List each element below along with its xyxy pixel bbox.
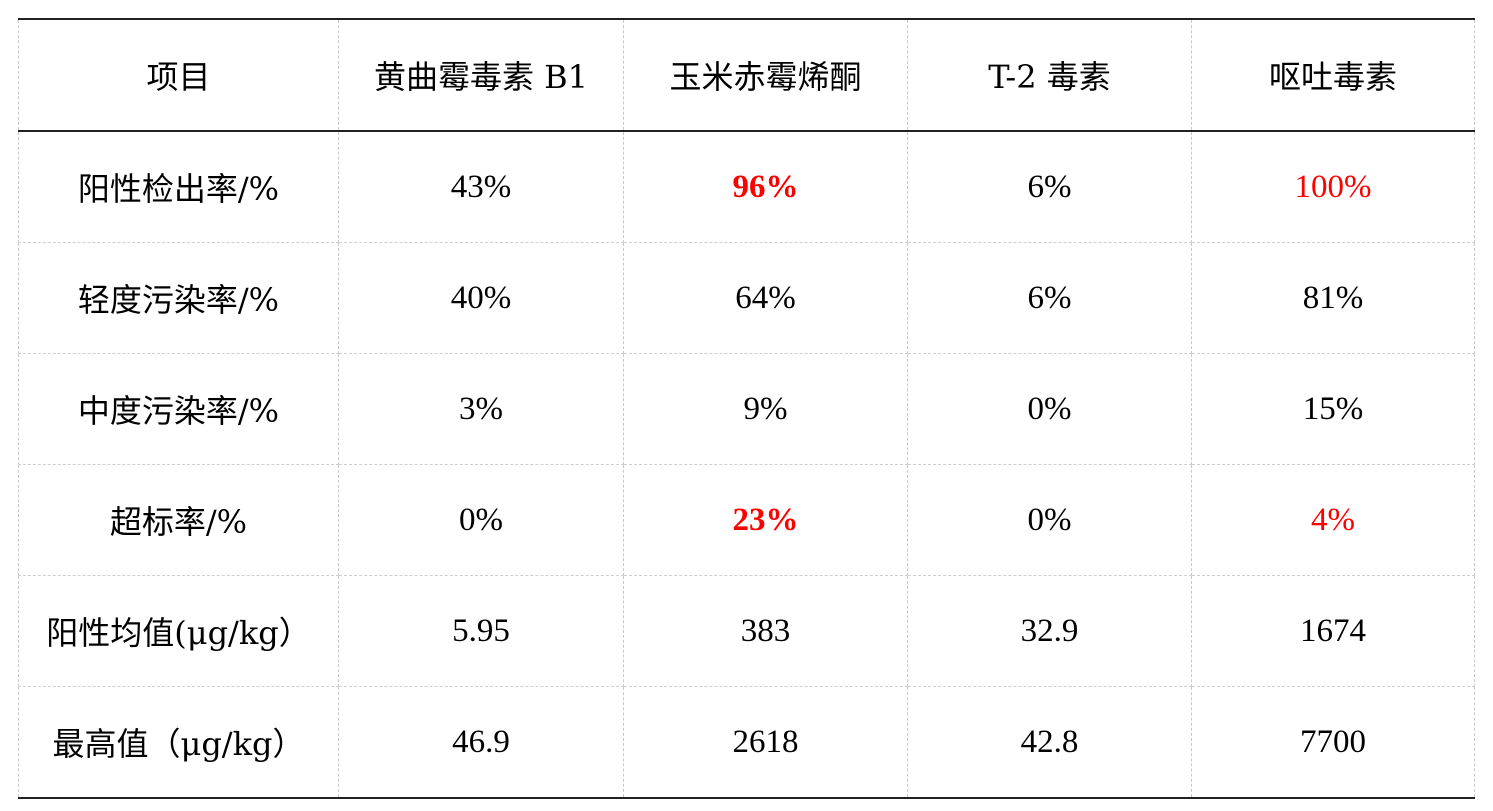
- cell-value: 2618: [623, 686, 908, 799]
- cell-value-highlighted: 100%: [1191, 131, 1475, 243]
- mycotoxin-table: 项目 黄曲霉毒素 B1 玉米赤霉烯酮 T-2 毒素 呕吐毒素 阳性检出率/% 4…: [18, 18, 1475, 799]
- table-row: 超标率/% 0% 23% 0% 4%: [18, 464, 1475, 576]
- cell-value: 64%: [623, 242, 908, 354]
- cell-value: 0%: [338, 464, 624, 576]
- cell-value: 43%: [338, 131, 624, 243]
- header-t2-toxin: T-2 毒素: [907, 18, 1192, 132]
- cell-value: 0%: [907, 464, 1192, 576]
- header-item: 项目: [18, 18, 339, 132]
- row-label: 中度污染率/%: [18, 353, 339, 465]
- cell-value: 3%: [338, 353, 624, 465]
- cell-value: 46.9: [338, 686, 624, 799]
- cell-value-highlighted: 4%: [1191, 464, 1475, 576]
- cell-value: 6%: [907, 242, 1192, 354]
- mycotoxin-table-container: 项目 黄曲霉毒素 B1 玉米赤霉烯酮 T-2 毒素 呕吐毒素 阳性检出率/% 4…: [18, 18, 1475, 799]
- header-vomitoxin: 呕吐毒素: [1191, 18, 1475, 132]
- cell-value-highlighted: 96%: [623, 131, 908, 243]
- cell-value: 40%: [338, 242, 624, 354]
- cell-value: 5.95: [338, 575, 624, 687]
- cell-value: 0%: [907, 353, 1192, 465]
- cell-value: 81%: [1191, 242, 1475, 354]
- row-label: 阳性均值(μg/kg）: [18, 575, 339, 687]
- cell-value: 7700: [1191, 686, 1475, 799]
- row-label: 超标率/%: [18, 464, 339, 576]
- table-header-row: 项目 黄曲霉毒素 B1 玉米赤霉烯酮 T-2 毒素 呕吐毒素: [18, 18, 1475, 132]
- table-row: 中度污染率/% 3% 9% 0% 15%: [18, 353, 1475, 465]
- table-row: 阳性检出率/% 43% 96% 6% 100%: [18, 131, 1475, 243]
- cell-value: 383: [623, 575, 908, 687]
- row-label: 最高值（μg/kg）: [18, 686, 339, 799]
- table-row: 最高值（μg/kg） 46.9 2618 42.8 7700: [18, 686, 1475, 799]
- row-label: 阳性检出率/%: [18, 131, 339, 243]
- cell-value: 32.9: [907, 575, 1192, 687]
- cell-value: 1674: [1191, 575, 1475, 687]
- header-aflatoxin-b1: 黄曲霉毒素 B1: [338, 18, 624, 132]
- header-zearalenone: 玉米赤霉烯酮: [623, 18, 908, 132]
- cell-value: 42.8: [907, 686, 1192, 799]
- table-row: 轻度污染率/% 40% 64% 6% 81%: [18, 242, 1475, 354]
- cell-value: 6%: [907, 131, 1192, 243]
- row-label: 轻度污染率/%: [18, 242, 339, 354]
- cell-value: 9%: [623, 353, 908, 465]
- table-row: 阳性均值(μg/kg） 5.95 383 32.9 1674: [18, 575, 1475, 687]
- cell-value: 15%: [1191, 353, 1475, 465]
- cell-value-highlighted: 23%: [623, 464, 908, 576]
